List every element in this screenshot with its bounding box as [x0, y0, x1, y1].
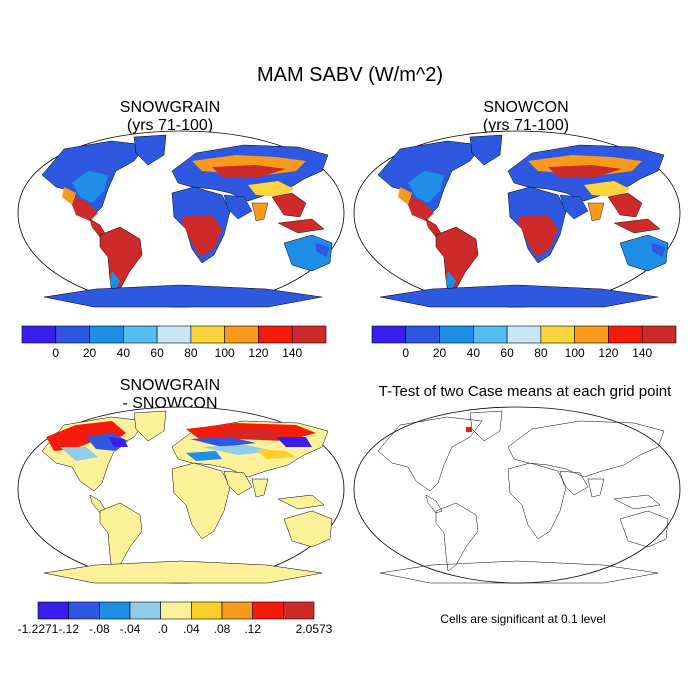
colorbar-swatch [641, 325, 677, 344]
colorbar-absolute-snowcon: 0 20 40 60 80 100 120 140 [371, 325, 677, 360]
significant-cell [466, 427, 472, 432]
colorbar-label: 0 [52, 346, 59, 360]
land-layer [377, 134, 669, 308]
map-ttest [353, 406, 681, 584]
colorbar-swatch [252, 601, 284, 620]
panel-title-line: T-Test of two Case means at each grid po… [378, 383, 672, 400]
colorbar-swatch [608, 325, 643, 344]
colorbar-swatch [405, 325, 440, 344]
coastline-layer [377, 410, 669, 584]
colorbar-swatch [89, 325, 124, 344]
panel-title-line: SNOWGRAIN [119, 99, 221, 116]
colorbar-label: 60 [500, 346, 514, 360]
colorbar-label: 140 [632, 346, 652, 360]
figure-title: MAM SABV (W/m^2) [256, 64, 444, 86]
colorbar-label: 120 [248, 346, 268, 360]
colorbar-label: .12 [244, 622, 261, 636]
colorbar-label: 20 [83, 346, 97, 360]
colorbar-label: 20 [433, 346, 447, 360]
colorbar-label: .08 [214, 622, 231, 636]
colorbar-label: -.12 [58, 622, 79, 636]
colorbar-label: 100 [215, 346, 235, 360]
colorbar-swatch [224, 325, 259, 344]
land-layer [41, 134, 333, 308]
colorbar-swatch [21, 325, 57, 344]
panel-title-snowgrain: SNOWGRAIN (yrs 71-100) [80, 99, 260, 135]
colorbar-swatch [37, 601, 69, 620]
colorbar-swatch [371, 325, 407, 344]
colorbar-label: 80 [534, 346, 548, 360]
panel-title-line: SNOWCON [483, 99, 569, 116]
colorbar-swatch [258, 325, 293, 344]
anomaly-patches [46, 421, 316, 461]
colorbar-swatch [99, 601, 131, 620]
colorbar-swatch [190, 325, 225, 344]
colorbar-swatch [291, 325, 327, 344]
colorbar-label: .0 [158, 622, 168, 636]
colorbar-swatch [283, 601, 315, 620]
map-frame [353, 406, 681, 584]
colorbar-difference: -1.2271 -.12 -.08 -.04 .0 .04 .08 .12 2.0573 [18, 601, 333, 636]
colorbar-swatch [68, 601, 100, 620]
colorbar-label: 60 [150, 346, 164, 360]
colorbar-swatch [156, 325, 192, 344]
ttest-note: Cells are significant at 0.1 level [440, 612, 606, 626]
colorbar-label: 40 [117, 346, 131, 360]
colorbar-label: 0 [402, 346, 409, 360]
panel-title-ttest: T-Test of two Case means at each grid po… [350, 383, 700, 401]
colorbar-absolute-snowgrain: 0 20 40 60 80 100 120 140 [21, 325, 327, 360]
colorbar-swatch [221, 601, 253, 620]
colorbar-swatch [123, 325, 158, 344]
map-snowcon [353, 130, 681, 308]
colorbar-label: -.08 [89, 622, 110, 636]
colorbar-label: 80 [184, 346, 198, 360]
colorbar-swatch [540, 325, 575, 344]
colorbar-swatch [191, 601, 223, 620]
colorbar-swatch [473, 325, 508, 344]
colorbar-label: 140 [282, 346, 302, 360]
colorbar-label: -1.2271 [18, 622, 59, 636]
colorbar-label: -.04 [120, 622, 141, 636]
map-difference [17, 406, 345, 584]
colorbar-label: 100 [565, 346, 585, 360]
colorbar-swatch [55, 325, 90, 344]
colorbar-swatch [439, 325, 474, 344]
panel-title-snowcon: SNOWCON (yrs 71-100) [436, 99, 616, 135]
colorbar-swatch [506, 325, 542, 344]
colorbar-label: 2.0573 [296, 622, 333, 636]
colorbar-label: 40 [467, 346, 481, 360]
colorbar-label: 120 [598, 346, 618, 360]
colorbar-swatch [574, 325, 609, 344]
panel-title-line: SNOWGRAIN [119, 377, 221, 394]
colorbar-swatch [129, 601, 161, 620]
panel-title-line: (yrs 71-100) [482, 117, 570, 134]
panel-title-line: (yrs 71-100) [126, 117, 214, 134]
colorbar-label: .04 [183, 622, 200, 636]
map-snowgrain [17, 130, 345, 308]
colorbar-swatch [160, 601, 192, 620]
